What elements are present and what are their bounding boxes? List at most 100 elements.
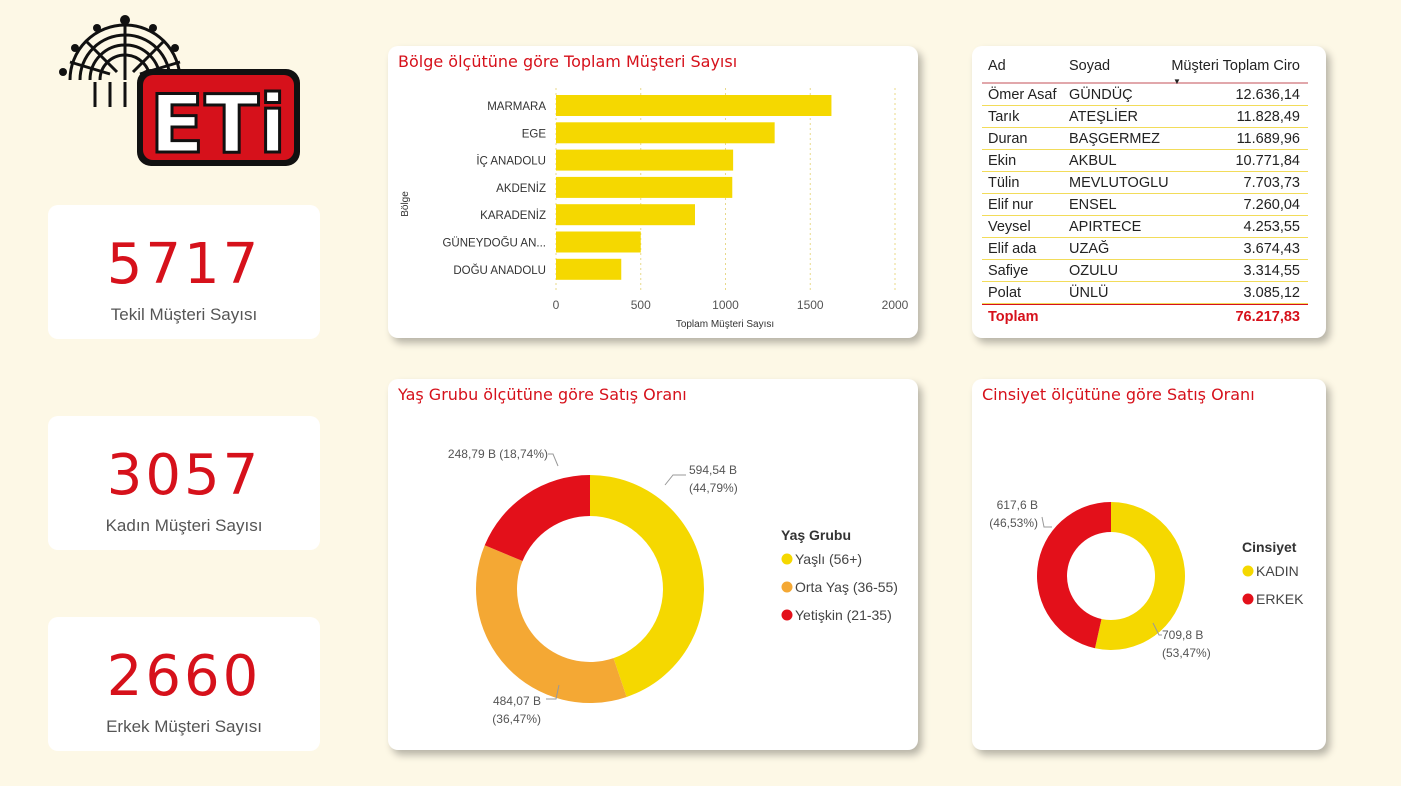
cell-soyad: GÜNDÜÇ [1069, 87, 1133, 103]
cell-soyad: ÜNLÜ [1069, 285, 1108, 301]
age-group-donut-chart[interactable]: 594,54 B (44,79%) 484,07 B (36,47%) 248,79 B… [388, 379, 918, 750]
bar[interactable] [556, 95, 831, 116]
gender-donut-card[interactable]: Cinsiyet ölçütüne göre Satış Oranı 709,8… [972, 379, 1326, 750]
cell-ciro: 10.771,84 [1235, 153, 1300, 169]
cell-ad: Tarık [988, 109, 1019, 125]
table-row[interactable]: Ömer Asaf GÜNDÜÇ 12.636,14 [982, 84, 1308, 106]
legend-marker[interactable] [782, 610, 793, 621]
bar[interactable] [556, 150, 733, 171]
table-row[interactable]: Tülin MEVLUTOGLU 7.703,73 [982, 172, 1308, 194]
cell-ad: Tülin [988, 175, 1019, 191]
cell-ciro: 11.828,49 [1237, 109, 1300, 125]
table-row[interactable]: Ekin AKBUL 10.771,84 [982, 150, 1308, 172]
eti-logo: ETi [55, 12, 305, 172]
table-total-row: Toplam 76.217,83 [982, 304, 1308, 331]
leader-line [1042, 517, 1052, 527]
legend-item[interactable]: Yaşlı (56+) [795, 551, 862, 567]
table-row[interactable]: Polat ÜNLÜ 3.085,12 [982, 282, 1308, 304]
bar[interactable] [556, 232, 641, 253]
legend-marker[interactable] [782, 554, 793, 565]
column-header-soyad[interactable]: Soyad [1069, 58, 1110, 74]
cell-soyad: ATEŞLİER [1069, 109, 1138, 125]
column-header-ciro[interactable]: Müşteri Toplam Ciro [1171, 58, 1300, 74]
kpi-label: Kadın Müşteri Sayısı [48, 516, 320, 536]
kpi-card-male-customers: 2660 Erkek Müşteri Sayısı [48, 617, 320, 751]
leader-line [548, 454, 558, 466]
category-label: KARADENİZ [480, 209, 546, 222]
cell-ad: Veysel [988, 219, 1031, 235]
table-row[interactable]: Elif ada UZAĞ 3.674,43 [982, 238, 1308, 260]
cell-soyad: AKBUL [1069, 153, 1117, 169]
cell-soyad: ENSEL [1069, 197, 1117, 213]
legend-item[interactable]: Orta Yaş (36-55) [795, 579, 898, 595]
kpi-label: Tekil Müşteri Sayısı [48, 305, 320, 325]
x-tick-label: 0 [553, 298, 560, 312]
table-row[interactable]: Duran BAŞGERMEZ 11.689,96 [982, 128, 1308, 150]
gender-donut-chart[interactable]: 709,8 B (53,47%) 617,6 B (46,53%) Cinsiyet KA… [972, 379, 1326, 750]
cell-ciro: 3.314,55 [1244, 263, 1300, 279]
data-label: 594,54 B (44,79%) [689, 463, 738, 495]
kpi-card-female-customers: 3057 Kadın Müşteri Sayısı [48, 416, 320, 550]
cell-ad: Duran [988, 131, 1028, 147]
cell-ciro: 3.674,43 [1244, 241, 1300, 257]
legend-marker[interactable] [1243, 566, 1254, 577]
x-tick-label: 2000 [882, 298, 909, 312]
total-value: 76.217,83 [1235, 309, 1300, 325]
bar[interactable] [556, 122, 775, 143]
cell-ciro: 3.085,12 [1244, 285, 1300, 301]
category-label: AKDENİZ [496, 182, 546, 195]
legend-marker[interactable] [782, 582, 793, 593]
leader-line [665, 475, 686, 485]
cell-ciro: 12.636,14 [1235, 87, 1300, 103]
kpi-value: 3057 [48, 446, 320, 506]
total-label: Toplam [988, 309, 1038, 325]
donut-slice[interactable] [485, 475, 590, 561]
category-label: GÜNEYDOĞU AN... [442, 237, 546, 250]
kpi-label: Erkek Müşteri Sayısı [48, 717, 320, 737]
cell-soyad: OZULU [1069, 263, 1118, 279]
cell-ad: Ömer Asaf [988, 87, 1057, 103]
region-bar-chart[interactable]: Bölge Toplam Müşteri Sayısı 0 500 1000 1500… [388, 46, 918, 338]
cell-soyad: UZAĞ [1069, 241, 1109, 257]
table-row[interactable]: Elif nur ENSEL 7.260,04 [982, 194, 1308, 216]
kpi-card-unique-customers: 5717 Tekil Müşteri Sayısı [48, 205, 320, 339]
cell-ad: Elif nur [988, 197, 1033, 213]
category-label: DOĞU ANADOLU [453, 264, 546, 277]
cell-soyad: BAŞGERMEZ [1069, 131, 1160, 147]
cell-ciro: 11.689,96 [1237, 131, 1300, 147]
legend-title: Cinsiyet [1242, 539, 1297, 555]
bar[interactable] [556, 177, 732, 198]
age-group-donut-card[interactable]: Yaş Grubu ölçütüne göre Satış Oranı 594,… [388, 379, 918, 750]
category-label: İÇ ANADOLU [476, 155, 546, 168]
x-axis-title: Toplam Müşteri Sayısı [676, 319, 774, 330]
logo-text: ETi [150, 78, 287, 171]
customer-table[interactable]: Ad Soyad Müşteri Toplam Ciro ▼ Ömer Asaf… [982, 54, 1308, 331]
x-tick-label: 1000 [712, 298, 739, 312]
customer-table-card[interactable]: Ad Soyad Müşteri Toplam Ciro ▼ Ömer Asaf… [972, 46, 1326, 338]
column-header-ad[interactable]: Ad [988, 58, 1006, 74]
category-label: EGE [522, 128, 547, 140]
legend-item[interactable]: Yetişkin (21-35) [795, 607, 892, 623]
bar[interactable] [556, 204, 695, 225]
legend-title: Yaş Grubu [781, 527, 851, 543]
data-label: 248,79 B (18,74%) [448, 447, 548, 461]
bar[interactable] [556, 259, 621, 280]
table-row[interactable]: Safiye OZULU 3.314,55 [982, 260, 1308, 282]
data-label: 709,8 B (53,47%) [1162, 628, 1211, 660]
legend-item[interactable]: KADIN [1256, 563, 1299, 579]
data-label: 617,6 B (46,53%) [989, 498, 1038, 530]
region-bar-chart-card[interactable]: Bölge ölçütüne göre Toplam Müşteri Sayıs… [388, 46, 918, 338]
x-tick-label: 1500 [797, 298, 824, 312]
legend-item[interactable]: ERKEK [1256, 591, 1304, 607]
legend-marker[interactable] [1243, 594, 1254, 605]
cell-soyad: APIRTECE [1069, 219, 1141, 235]
cell-ciro: 4.253,55 [1244, 219, 1300, 235]
cell-ad: Safiye [988, 263, 1028, 279]
donut-slice[interactable] [476, 545, 627, 703]
cell-ciro: 7.703,73 [1244, 175, 1300, 191]
cell-ad: Elif ada [988, 241, 1036, 257]
table-row[interactable]: Tarık ATEŞLİER 11.828,49 [982, 106, 1308, 128]
table-row[interactable]: Veysel APIRTECE 4.253,55 [982, 216, 1308, 238]
y-axis-title: Bölge [400, 191, 411, 217]
cell-ciro: 7.260,04 [1244, 197, 1300, 213]
